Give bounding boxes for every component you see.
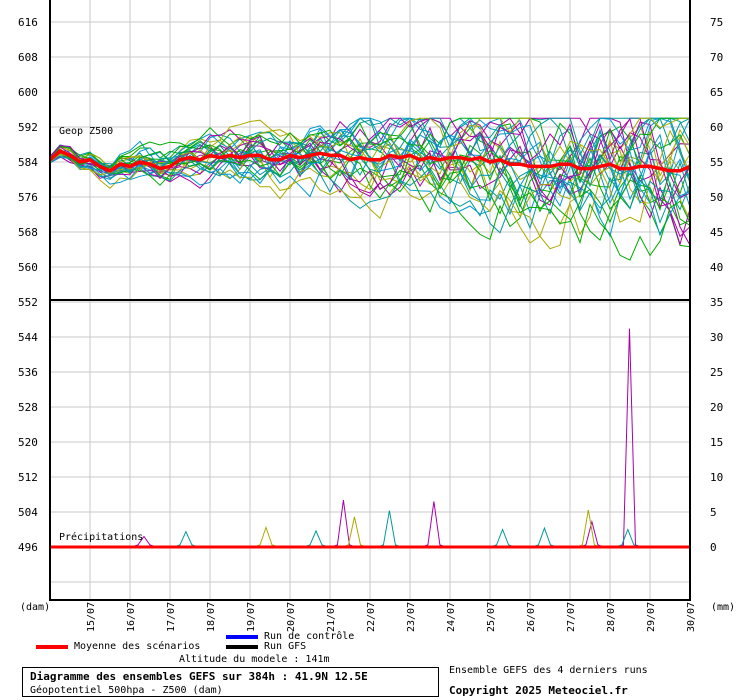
mean-swatch [36, 644, 68, 649]
precip-peak-line [303, 529, 329, 548]
left-tick-precip: 520 [18, 436, 38, 449]
ensemble-member-line [49, 117, 691, 211]
ensemble-member-line [49, 117, 690, 224]
ensemble-member-line [49, 117, 691, 194]
x-tick-label: 19/07 [246, 602, 257, 632]
ensemble-member-line [49, 117, 691, 210]
copyright: Copyright 2025 Meteociel.fr [449, 684, 628, 697]
right-tick-precip: 35 [710, 296, 723, 309]
legend-gfs-run: Run GFS [226, 641, 306, 652]
diagram-subtitle: Géopotentiel 500hpa - Z500 (dam) [30, 685, 223, 696]
right-tick-z500: 75 [710, 16, 723, 29]
x-tick-label: 23/07 [406, 602, 417, 632]
left-tick-precip: 496 [18, 541, 38, 554]
right-tick-z500: 50 [710, 191, 723, 204]
gfs-run-swatch [226, 644, 258, 649]
x-tick-label: 28/07 [606, 602, 617, 632]
x-tick-label: 21/07 [326, 602, 337, 632]
chart-frame [49, 0, 691, 601]
left-tick-precip: 552 [18, 296, 38, 309]
right-tick-z500: 70 [710, 51, 723, 64]
right-tick-z500: 65 [710, 86, 723, 99]
precip-peak-line [617, 328, 642, 548]
x-tick-label: 22/07 [366, 602, 377, 632]
x-tick-label: 18/07 [206, 602, 217, 632]
right-unit-label: (mm) [711, 602, 735, 613]
info-box: Diagramme des ensembles GEFS sur 384h : … [22, 667, 439, 697]
left-tick-z500: 568 [18, 226, 38, 239]
precip-peak-line [421, 501, 447, 548]
diagram-title: Diagramme des ensembles GEFS sur 384h : … [30, 670, 368, 683]
legend-mean-label: Moyenne des scénarios [74, 641, 201, 652]
precipitation-lines [50, 328, 690, 549]
precip-peak-line [615, 528, 641, 548]
precip-peak-line [331, 500, 356, 548]
ensemble-member-line [49, 117, 690, 200]
legend-control-run: Run de contrôle [226, 631, 354, 642]
right-tick-precip: 25 [710, 366, 723, 379]
mean-line-group [48, 149, 691, 173]
altitude-label: Altitude du modele : 141m [179, 654, 330, 665]
ensemble-member-line [49, 117, 691, 218]
left-tick-precip: 512 [18, 471, 38, 484]
left-tick-precip: 504 [18, 506, 38, 519]
z500-panel-title: Geop Z500 [59, 126, 113, 137]
precip-peak-line [579, 519, 605, 548]
right-tick-z500: 40 [710, 261, 723, 274]
left-unit-label: (dam) [20, 602, 50, 613]
left-tick-z500: 576 [18, 191, 38, 204]
right-tick-precip: 5 [710, 506, 717, 519]
x-tick-label: 24/07 [446, 602, 457, 632]
precip-peak-line [173, 530, 199, 548]
right-tick-precip: 0 [710, 541, 717, 554]
ensemble-member-line [49, 118, 691, 207]
mean-series-line [48, 149, 691, 173]
ensemble-member-line [49, 140, 691, 212]
x-tick-label: 27/07 [566, 602, 577, 632]
ensemble-member-line [49, 117, 691, 184]
ensemble-member-line [49, 117, 691, 198]
right-tick-precip: 30 [710, 331, 723, 344]
right-tick-precip: 20 [710, 401, 723, 414]
left-tick-precip: 528 [18, 401, 38, 414]
x-tick-label: 29/07 [646, 602, 657, 632]
left-tick-precip: 536 [18, 366, 38, 379]
left-tick-z500: 608 [18, 51, 38, 64]
right-tick-precip: 10 [710, 471, 723, 484]
left-tick-precip: 544 [18, 331, 38, 344]
axis-labels: 5605685765845926006086164045505560657075… [18, 16, 723, 632]
right-tick-z500: 55 [710, 156, 723, 169]
x-tick-label: 30/07 [686, 602, 697, 632]
x-tick-label: 20/07 [286, 602, 297, 632]
precip-peak-line [490, 528, 515, 548]
left-tick-z500: 592 [18, 121, 38, 134]
precip-panel-title: Précipitations [59, 531, 143, 543]
left-tick-z500: 616 [18, 16, 38, 29]
precip-frame [49, 299, 691, 601]
right-tick-precip: 15 [710, 436, 723, 449]
x-tick-label: 15/07 [86, 602, 97, 632]
left-tick-z500: 560 [18, 261, 38, 274]
ensemble-member-line [49, 134, 691, 234]
precip-peak-line [377, 510, 402, 548]
legend-mean: Moyenne des scénarios [36, 641, 200, 652]
left-tick-z500: 584 [18, 156, 38, 169]
legend-gfs-label: Run GFS [264, 641, 307, 652]
ensemble-member-line [49, 122, 691, 261]
right-tick-z500: 45 [710, 226, 723, 239]
runs-note: Ensemble GEFS des 4 derniers runs [449, 665, 648, 676]
control-run-swatch [226, 634, 258, 639]
x-tick-label: 25/07 [486, 602, 497, 632]
legend-control-label: Run de contrôle [264, 631, 355, 642]
right-tick-z500: 60 [710, 121, 723, 134]
x-tick-label: 17/07 [166, 602, 177, 632]
x-tick-label: 26/07 [526, 602, 537, 632]
precip-peak-line [532, 526, 557, 548]
left-tick-z500: 600 [18, 86, 38, 99]
precip-peak-line [253, 525, 279, 548]
x-tick-label: 16/07 [126, 602, 137, 632]
ensemble-members [49, 117, 691, 261]
